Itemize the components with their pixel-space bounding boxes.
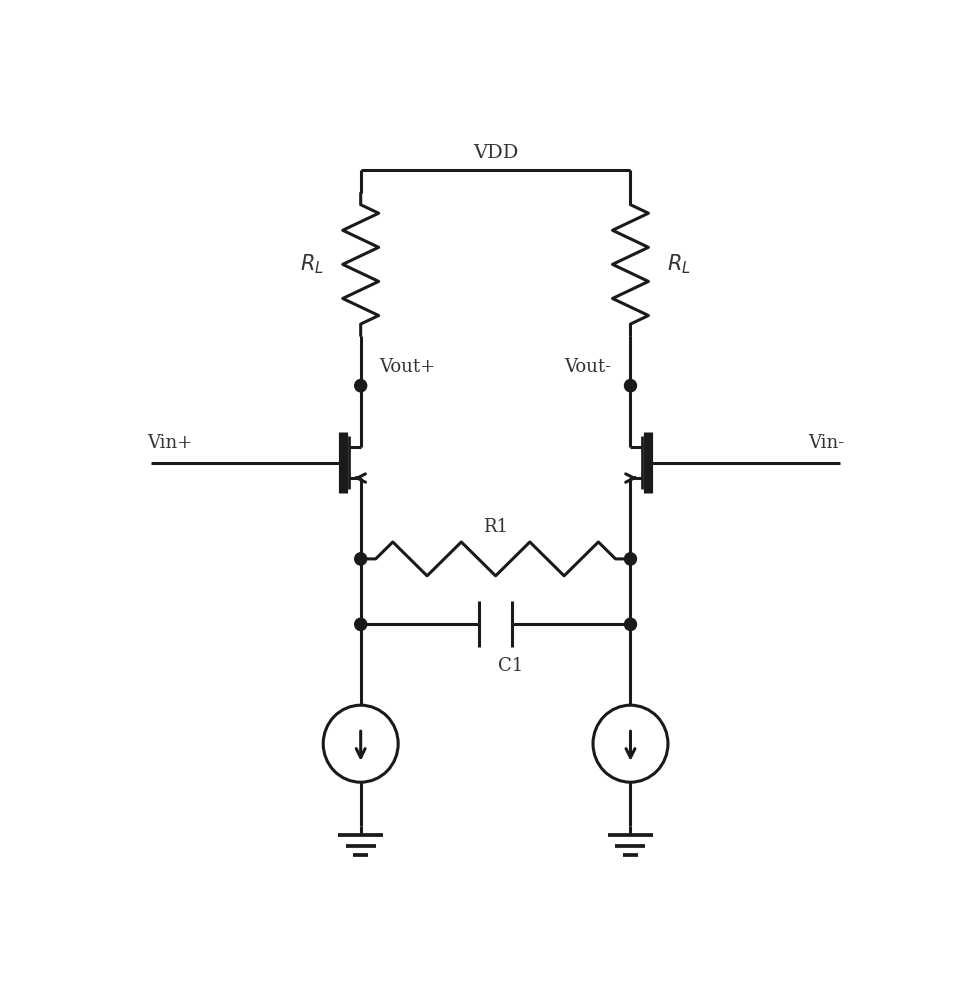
Text: $R_L$: $R_L$ bbox=[667, 253, 691, 276]
Circle shape bbox=[355, 379, 366, 392]
Text: R1: R1 bbox=[484, 518, 508, 536]
Text: VDD: VDD bbox=[473, 144, 518, 162]
Circle shape bbox=[355, 618, 366, 631]
Text: $R_L$: $R_L$ bbox=[300, 253, 324, 276]
Text: Vout+: Vout+ bbox=[379, 358, 435, 376]
Text: Vin+: Vin+ bbox=[147, 434, 192, 452]
Circle shape bbox=[625, 379, 636, 392]
Circle shape bbox=[625, 553, 636, 565]
Circle shape bbox=[355, 553, 366, 565]
Text: Vin-: Vin- bbox=[807, 434, 844, 452]
Text: Vout-: Vout- bbox=[565, 358, 612, 376]
Text: C1: C1 bbox=[498, 657, 523, 675]
Circle shape bbox=[625, 618, 636, 631]
